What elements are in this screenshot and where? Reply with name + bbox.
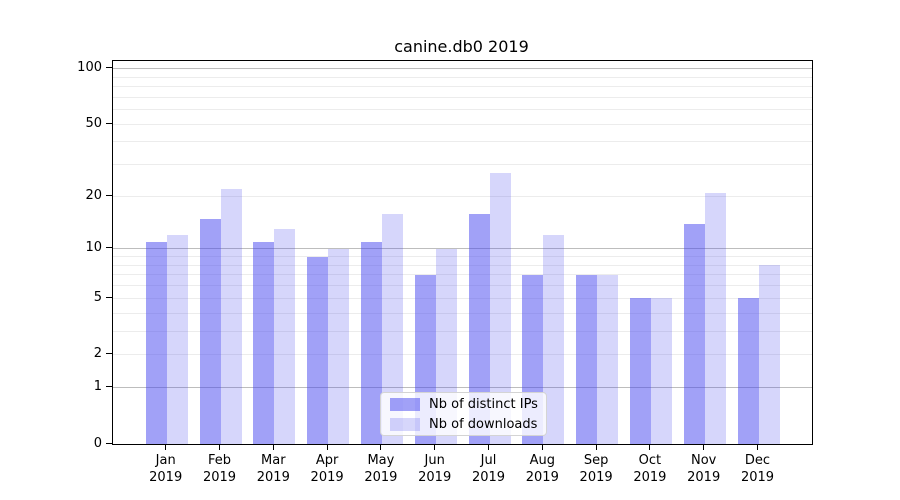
bar-distinct-ips-apr <box>307 256 329 444</box>
x-tick-label-nov: Nov 2019 <box>687 453 721 485</box>
legend-item-distinct-ips: Nb of distinct IPs <box>390 396 538 412</box>
x-tick-label-aug: Aug 2019 <box>525 453 559 485</box>
x-tick-label-jun: Jun 2019 <box>418 453 452 485</box>
y-tick-mark-2 <box>106 353 112 355</box>
y-tick-label-20: 20 <box>85 187 102 203</box>
gridline-y-90 <box>113 76 812 78</box>
y-tick-mark-0 <box>106 442 112 444</box>
x-tick-label-sep: Sep 2019 <box>579 453 613 485</box>
legend-swatch-downloads <box>390 417 420 431</box>
gridline-y-6 <box>113 285 812 287</box>
y-tick-mark-20 <box>106 194 112 196</box>
x-tick-mark-may <box>380 444 382 450</box>
bar-downloads-aug <box>543 235 565 444</box>
x-tick-label-oct: Oct 2019 <box>633 453 667 485</box>
bar-distinct-ips-jul <box>468 213 490 444</box>
gridline-y-20 <box>113 195 812 197</box>
x-tick-mark-jul <box>488 444 489 450</box>
plot-area <box>112 60 813 445</box>
y-tick-label-1: 1 <box>93 379 102 395</box>
gridline-y-10 <box>113 248 812 250</box>
bar-downloads-mar <box>274 229 296 444</box>
bar-distinct-ips-mar <box>253 241 275 444</box>
x-tick-mark-apr <box>326 444 328 450</box>
gridline-y-100 <box>113 68 812 70</box>
x-tick-mark-oct <box>649 444 651 450</box>
x-tick-mark-jan <box>165 444 167 450</box>
gridline-y-8 <box>113 264 812 266</box>
gridline-y-40 <box>113 141 812 143</box>
chart-title: canine.db0 2019 <box>394 37 529 56</box>
bar-distinct-ips-may <box>360 241 382 444</box>
bar-downloads-sep <box>597 274 619 444</box>
legend-label-distinct-ips: Nb of distinct IPs <box>429 396 538 412</box>
y-tick-label-0: 0 <box>93 435 102 451</box>
x-tick-mark-nov <box>703 444 705 450</box>
x-tick-mark-jun <box>434 444 436 450</box>
legend-label-downloads: Nb of downloads <box>429 416 538 432</box>
x-tick-label-apr: Apr 2019 <box>310 453 344 485</box>
bar-downloads-apr <box>328 248 350 444</box>
gridline-y-3 <box>113 330 812 332</box>
y-tick-label-50: 50 <box>85 115 102 131</box>
legend-item-downloads: Nb of downloads <box>390 417 537 432</box>
gridline-y-7 <box>113 274 812 276</box>
x-tick-mark-mar <box>272 444 274 450</box>
bar-distinct-ips-feb <box>199 218 221 444</box>
y-tick-label-100: 100 <box>77 60 102 76</box>
gridline-y-5 <box>113 297 812 299</box>
x-tick-mark-feb <box>219 444 220 450</box>
y-tick-mark-5 <box>106 296 112 298</box>
y-tick-label-5: 5 <box>93 289 102 305</box>
legend-swatch-distinct-ips <box>390 397 420 411</box>
bar-downloads-jul <box>489 173 511 444</box>
x-tick-label-mar: Mar 2019 <box>256 453 290 485</box>
x-tick-label-jul: Jul 2019 <box>471 453 506 485</box>
x-tick-label-jan: Jan 2019 <box>149 453 183 485</box>
y-tick-mark-100 <box>106 67 112 69</box>
gridline-y-2 <box>113 354 812 356</box>
gridline-y-60 <box>113 109 812 111</box>
x-tick-mark-dec <box>757 444 758 450</box>
y-tick-label-10: 10 <box>85 240 102 256</box>
y-tick-mark-1 <box>106 386 112 388</box>
bar-downloads-oct <box>650 298 672 444</box>
gridline-y-70 <box>113 96 812 98</box>
bar-downloads-may <box>381 213 403 444</box>
gridline-y-50 <box>113 123 812 125</box>
y-tick-mark-50 <box>106 122 112 124</box>
bar-distinct-ips-sep <box>576 274 598 444</box>
y-tick-label-2: 2 <box>93 346 102 362</box>
gridline-y-1 <box>113 387 812 389</box>
gridline-y-9 <box>113 256 812 258</box>
bar-downloads-jan <box>166 235 188 444</box>
bar-distinct-ips-jan <box>145 241 167 444</box>
bar-distinct-ips-nov <box>683 223 705 444</box>
x-tick-mark-sep <box>595 444 597 450</box>
x-tick-mark-aug <box>541 444 543 450</box>
x-tick-label-feb: Feb 2019 <box>202 453 237 485</box>
gridline-y-80 <box>113 86 812 88</box>
y-tick-mark-10 <box>106 247 112 249</box>
gridline-y-30 <box>113 164 812 166</box>
bar-distinct-ips-dec <box>737 298 759 444</box>
bar-downloads-feb <box>220 189 242 444</box>
bar-downloads-dec <box>758 265 780 444</box>
legend: Nb of distinct IPs Nb of downloads <box>380 392 547 436</box>
bar-distinct-ips-oct <box>629 298 651 444</box>
x-tick-label-dec: Dec 2019 <box>740 453 775 485</box>
x-tick-label-may: May 2019 <box>364 453 398 485</box>
gridline-y-4 <box>113 312 812 314</box>
bar-downloads-nov <box>704 192 726 444</box>
